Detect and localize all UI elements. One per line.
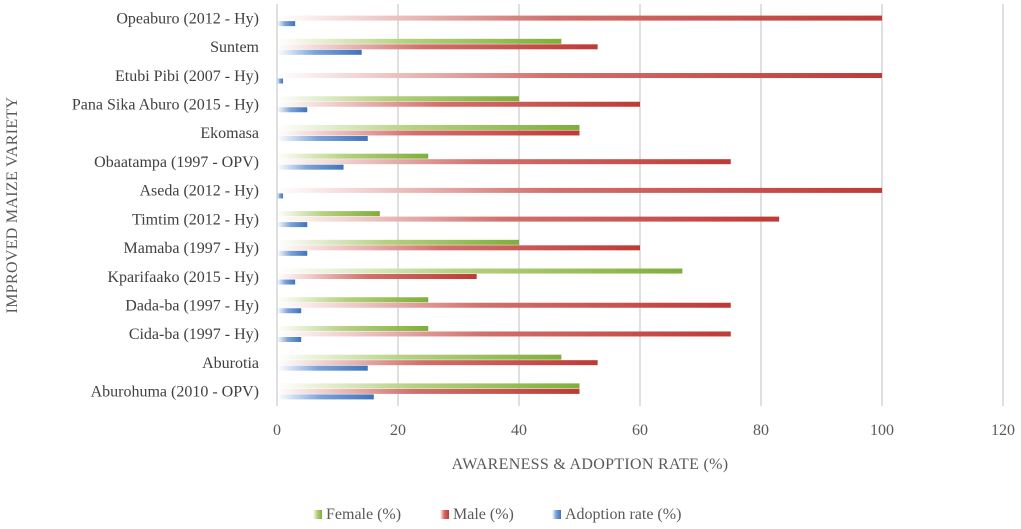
x-tick-label: 40 [511,422,527,439]
bar-male [277,44,598,50]
bar-adoption [277,394,374,400]
bar-adoption [277,78,284,84]
x-tick-label: 60 [632,422,648,439]
bar-adoption [277,193,284,199]
legend-label-male: Male (%) [453,506,514,523]
bar-adoption [277,250,308,256]
legend-item-male: Male (%) [440,506,514,523]
bar-female [277,211,380,217]
bar-female [277,124,580,130]
bar-female [277,354,562,360]
bar-female [277,325,429,331]
bar-female [277,268,683,274]
category-label: Obaatampa (1997 - OPV) [94,154,259,171]
legend-item-female: Female (%) [313,506,401,523]
legend-swatch-female [313,510,322,519]
category-labels: Opeaburo (2012 - Hy) Suntem Etubi Pibi (20… [72,10,260,400]
bar-male [277,360,598,366]
bar-adoption [277,279,296,285]
bar-male [277,73,882,79]
bar-male [277,15,882,21]
x-tick-label: 100 [870,422,894,439]
bar-female [277,153,429,159]
x-tick-label: 80 [753,422,769,439]
y-axis-title: IMPROVED MAIZE VARIETY [4,97,21,314]
bar-male [277,245,640,251]
bar-adoption [277,164,344,170]
category-label: Kparifaako (2015 - Hy) [108,269,260,286]
bar-male [277,274,477,280]
gridlines [397,4,1004,406]
bar-adoption [277,135,368,141]
bar-male [277,388,580,394]
bar-male [277,187,882,193]
bar-female [277,96,519,102]
bar-adoption [277,336,302,342]
bar-female [277,239,519,245]
bars-layer [277,15,882,400]
bar-adoption [277,222,308,228]
bar-female [277,297,429,303]
legend: Female (%) Male (%) Adoption rate (%) [313,506,681,523]
bar-male [277,159,731,165]
category-label: Aburotia [202,355,259,372]
bar-male [277,302,731,308]
x-axis-title: AWARENESS & ADOPTION RATE (%) [452,456,729,473]
category-label: Aseda (2012 - Hy) [139,183,259,200]
category-label: Suntem [210,39,259,56]
legend-swatch-male [440,510,449,519]
x-tick-label: 0 [273,422,281,439]
bar-adoption [277,107,308,113]
x-tick-label: 20 [390,422,406,439]
bar-adoption [277,49,362,55]
bar-adoption [277,21,296,27]
bar-male [277,331,731,337]
category-label: Cida-ba (1997 - Hy) [129,326,259,343]
legend-swatch-adoption [552,510,561,519]
category-label: Ekomasa [200,125,259,142]
legend-item-adoption: Adoption rate (%) [552,506,681,523]
bar-adoption [277,308,302,314]
bar-female [277,383,580,389]
category-label: Timtim (2012 - Hy) [132,211,259,228]
category-label: Dada-ba (1997 - Hy) [125,298,259,315]
category-label: Opeaburo (2012 - Hy) [116,10,259,27]
bar-adoption [277,365,368,371]
category-label: Etubi Pibi (2007 - Hy) [115,68,259,85]
bar-male [277,130,580,136]
legend-label-adoption: Adoption rate (%) [565,506,681,523]
category-label: Mamaba (1997 - Hy) [123,240,259,257]
bar-male [277,216,780,222]
legend-label-female: Female (%) [326,506,401,523]
bar-male [277,101,640,107]
category-label: Aburohuma (2010 - OPV) [91,384,259,401]
category-label: Pana Sika Aburo (2015 - Hy) [72,97,259,114]
x-tick-labels: 0 20 40 60 80 100 120 [273,422,1015,439]
bar-female [277,38,562,44]
x-tick-label: 120 [991,422,1015,439]
